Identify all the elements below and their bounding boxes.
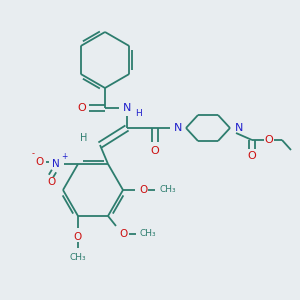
Text: CH₃: CH₃ (140, 230, 156, 238)
Text: H: H (136, 109, 142, 118)
Text: O: O (120, 229, 128, 239)
Text: O: O (139, 185, 147, 195)
Text: -: - (32, 149, 34, 158)
Text: O: O (74, 232, 82, 242)
Text: N: N (235, 123, 243, 133)
Text: N: N (174, 123, 182, 133)
Text: O: O (265, 135, 273, 145)
Text: CH₃: CH₃ (70, 254, 86, 262)
Text: N: N (52, 159, 60, 169)
Text: O: O (36, 157, 44, 167)
Text: O: O (248, 151, 256, 161)
Text: O: O (47, 177, 55, 187)
Text: O: O (151, 146, 159, 156)
Text: CH₃: CH₃ (160, 185, 176, 194)
Text: H: H (80, 133, 88, 143)
Text: N: N (123, 103, 131, 113)
Text: O: O (78, 103, 86, 113)
Text: +: + (61, 152, 67, 160)
